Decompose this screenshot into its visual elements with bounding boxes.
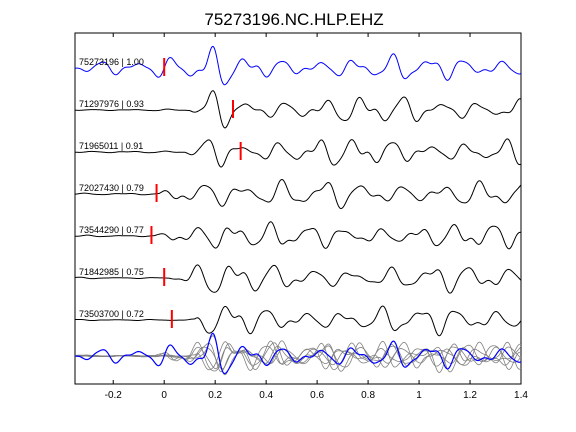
x-tick-label: -0.2: [105, 390, 123, 401]
x-tick-label: 0.4: [259, 390, 273, 401]
x-tick-label: 0.6: [310, 390, 324, 401]
trace-line: [74, 90, 522, 129]
x-tick-label: 0.2: [208, 390, 222, 401]
axes-box: [74, 32, 522, 385]
trace-line: [74, 305, 522, 337]
trace-label: 73503700 | 0.72: [79, 309, 144, 319]
x-tick-label: 1.4: [514, 390, 528, 401]
trace-line: [74, 45, 522, 86]
trace-label: 71842985 | 0.75: [79, 267, 144, 277]
x-tick-label: 0: [161, 390, 167, 401]
trace-line: [74, 178, 522, 210]
trace-line: [74, 138, 522, 168]
trace-label: 75273196 | 1.00: [79, 57, 144, 67]
trace-label: 73544290 | 0.77: [79, 225, 144, 235]
trace-label: 71965011 | 0.91: [79, 141, 143, 151]
trace-label: 72027430 | 0.79: [79, 183, 144, 193]
x-tick-label: 0.8: [361, 390, 375, 401]
x-tick-label: 1: [416, 390, 422, 401]
trace-line: [74, 221, 522, 250]
x-tick-label: 1.2: [463, 390, 477, 401]
trace-label: 71297976 | 0.93: [79, 99, 144, 109]
chart-title: 75273196.NC.HLP.EHZ: [204, 10, 383, 29]
plot-area: -0.2 0 0.2 0.4 0.6 0.8 1 1.2 1.4 75273196 | 1.00 7…: [74, 32, 528, 401]
overlay-trace-line: [74, 332, 522, 375]
trace-line: [74, 264, 522, 294]
